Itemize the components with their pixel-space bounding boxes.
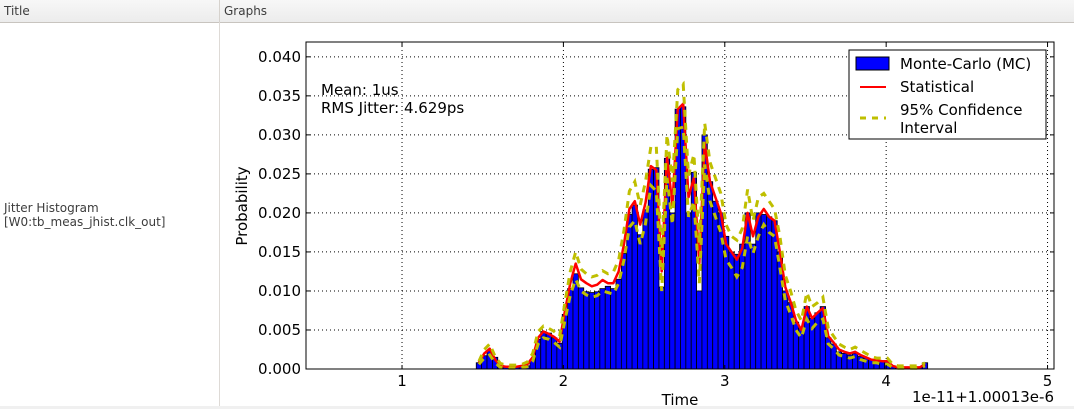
x-tick-label: 3	[720, 372, 730, 390]
row-title-line2: [W0:tb_meas_jhist.clk_out]	[4, 215, 166, 229]
histogram-bars	[475, 106, 929, 370]
histogram-bar	[841, 352, 848, 370]
x-tick-label: 1	[397, 372, 407, 390]
legend-label-confidence-line2: Interval	[900, 119, 957, 137]
column-header-title[interactable]: Title	[0, 0, 220, 22]
histogram-bar	[685, 212, 692, 370]
histogram-bar	[615, 278, 622, 370]
histogram-bar	[733, 253, 740, 370]
annotation-mean: Mean: 1us	[321, 81, 399, 99]
column-divider[interactable]	[219, 22, 220, 409]
histogram-bar	[610, 288, 617, 370]
series-lines	[477, 80, 926, 370]
histogram-bar	[717, 212, 724, 370]
y-tick-label: 0.030	[258, 126, 301, 144]
y-tick-label: 0.025	[258, 165, 301, 183]
plot-frame	[305, 41, 1055, 370]
y-axis-label: Probability	[233, 166, 251, 245]
confidence-lower-line	[477, 125, 926, 370]
histogram-bar	[749, 243, 757, 370]
histogram-bar	[604, 285, 612, 370]
histogram-bar	[620, 253, 628, 370]
histogram-bar	[706, 181, 714, 370]
x-axis-offset-label: 1e-11+1.00013e-6	[912, 388, 1054, 406]
histogram-bar	[594, 291, 601, 370]
histogram-bar	[658, 286, 665, 370]
table-header: Title Graphs	[0, 0, 1074, 23]
histogram-bar	[583, 291, 590, 370]
histogram-bar	[792, 321, 800, 370]
y-tick-label: 0.015	[258, 243, 301, 261]
y-tick-label: 0.000	[258, 360, 301, 378]
legend-swatch-monte-carlo	[855, 56, 890, 71]
legend-label-monte-carlo: Monte-Carlo (MC)	[900, 55, 1031, 73]
histogram-bar	[728, 251, 735, 370]
histogram-bar	[669, 212, 676, 370]
histogram-bar	[782, 290, 789, 370]
column-header-graphs[interactable]: Graphs	[224, 4, 268, 18]
annotation-rms-jitter: RMS Jitter: 4.629ps	[321, 99, 464, 117]
histogram-bar	[577, 287, 585, 370]
x-tick-label: 4	[881, 372, 891, 390]
histogram-bar	[588, 292, 595, 370]
confidence-upper-line	[477, 80, 926, 368]
x-axis-label: Time	[661, 391, 699, 409]
histogram-bar	[637, 234, 644, 370]
y-tick-label: 0.010	[258, 282, 301, 300]
histogram-bar	[766, 216, 773, 370]
table-row-title: Jitter Histogram [W0:tb_meas_jhist.clk_o…	[4, 201, 165, 229]
legend: Monte-Carlo (MC) Statistical 95% Confide…	[848, 49, 1047, 140]
histogram-bar	[599, 288, 606, 370]
histogram-bar	[760, 214, 767, 370]
y-tick-label: 0.035	[258, 87, 301, 105]
histogram-bar	[744, 212, 751, 370]
y-tick-label: 0.040	[258, 48, 301, 66]
histogram-bar	[696, 290, 703, 370]
legend-label-statistical: Statistical	[900, 78, 974, 96]
x-tick-label: 2	[559, 372, 569, 390]
histogram-bar	[814, 312, 821, 370]
row-title-line1: Jitter Histogram	[4, 201, 99, 215]
bottom-strip	[0, 406, 1074, 409]
histogram-bar	[825, 337, 832, 370]
legend-label-confidence-line1: 95% Confidence	[900, 101, 1022, 119]
y-tick-label: 0.020	[258, 204, 301, 222]
axis-ticks: 1 2 3 4 5 0.000 0.005 0.010 0.015 0.020 0.025 0.030…	[258, 42, 1054, 390]
y-tick-label: 0.005	[258, 321, 301, 339]
x-tick-label: 5	[1043, 372, 1053, 390]
